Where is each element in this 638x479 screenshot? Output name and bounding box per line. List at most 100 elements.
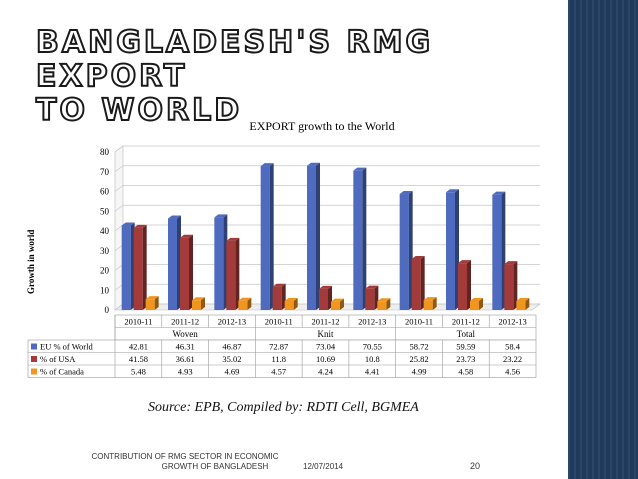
data-label: 73.04	[316, 342, 336, 352]
footer-caption-line-2: GROWTH OF BANGLADESH	[161, 462, 269, 471]
bar-side	[269, 163, 274, 310]
legend-swatch	[31, 356, 37, 362]
group-label: Knit	[317, 329, 334, 339]
bar	[399, 194, 409, 310]
bar-top	[353, 167, 367, 171]
bar	[423, 300, 433, 310]
bar	[133, 227, 143, 310]
bar	[470, 300, 479, 310]
x-tick-label: 2012-13	[218, 317, 246, 327]
data-label: 5.48	[131, 367, 146, 377]
x-tick-label: 2012-13	[498, 317, 526, 327]
bar-side	[247, 297, 252, 310]
y-tick-label: 80	[100, 147, 110, 157]
bar-top	[504, 261, 518, 265]
x-tick-label: 2010-11	[265, 317, 293, 327]
bar-top	[446, 189, 459, 193]
x-tick-label: 2011-12	[311, 317, 339, 327]
bar-side	[142, 224, 147, 310]
y-tick-label: 30	[100, 246, 110, 256]
bar	[504, 264, 514, 310]
y-tick-label: 60	[100, 187, 110, 197]
data-label: 4.56	[505, 367, 520, 377]
bar-top	[307, 162, 320, 166]
data-label: 4.99	[412, 367, 427, 377]
source-note: Source: EPB, Compiled by: RDTI Cell, BGM…	[148, 400, 419, 415]
bar	[192, 300, 201, 310]
bar-top	[238, 297, 252, 301]
bar	[214, 217, 224, 310]
legend-label: % of Canada	[40, 367, 84, 377]
y-tick-label: 70	[100, 167, 110, 177]
data-label: 4.41	[365, 367, 380, 377]
y-tick-label: 50	[100, 206, 110, 216]
bar	[411, 259, 421, 310]
bar-side	[479, 297, 483, 310]
bar-top	[121, 222, 135, 226]
bar-side	[235, 237, 240, 310]
footer-date: 12/07/2014	[303, 462, 344, 471]
x-tick-label: 2010-11	[124, 317, 152, 327]
bar-side	[293, 297, 298, 310]
gridline	[114, 165, 540, 173]
data-label: 4.58	[458, 367, 473, 377]
data-label: 58.4	[505, 342, 521, 352]
bar-side	[154, 296, 159, 310]
data-label: 72.87	[269, 342, 288, 352]
bar-top	[492, 191, 506, 195]
data-label: 23.22	[503, 354, 522, 364]
bar	[272, 286, 282, 310]
bar	[319, 288, 328, 310]
group-label: Woven	[173, 329, 199, 339]
bar-top	[192, 297, 205, 301]
table-body-box	[27, 339, 537, 378]
bar	[260, 166, 270, 310]
bar-top	[168, 215, 181, 219]
data-label: 4.57	[271, 367, 286, 377]
data-label: 58.72	[409, 342, 428, 352]
x-tick-label: 2010-11	[405, 317, 433, 327]
bar-top	[399, 191, 413, 195]
bar	[516, 300, 526, 310]
bar	[226, 240, 236, 310]
bar	[446, 192, 455, 310]
x-tick-label: 2011-12	[171, 317, 199, 327]
bar-top	[133, 224, 147, 228]
y-tick-label: 0	[105, 305, 110, 315]
data-label: 70.55	[363, 342, 382, 352]
x-tick-label: 2011-12	[452, 317, 480, 327]
data-label: 10.8	[365, 354, 380, 364]
data-label: 25.82	[409, 354, 428, 364]
y-tick-label: 10	[100, 285, 110, 295]
bar-side	[420, 256, 425, 310]
bar	[168, 218, 177, 310]
slide-title-line-1: BANGLADESH'S RMG EXPORT	[35, 25, 434, 95]
bar-side	[525, 297, 530, 310]
page-number: 20	[470, 461, 481, 471]
bar-top	[516, 297, 530, 301]
bar	[331, 301, 340, 310]
data-label: 41.58	[129, 354, 148, 364]
bar	[353, 170, 363, 310]
data-label: 23.73	[456, 354, 475, 364]
data-label: 42.81	[129, 342, 148, 352]
group-label: Total	[457, 329, 476, 339]
data-label: 4.24	[318, 367, 334, 377]
slide-title-line-2: TO WORLD	[35, 93, 243, 129]
bar-top	[319, 285, 332, 289]
bar-top	[411, 256, 425, 260]
decorative-side-strip	[568, 0, 638, 479]
x-tick-label: 2012-13	[358, 317, 386, 327]
legend-swatch	[31, 368, 37, 375]
bar-top	[331, 298, 344, 302]
data-label: 35.02	[222, 354, 241, 364]
bar-top	[470, 297, 483, 301]
bar-top	[214, 214, 228, 218]
bar	[458, 263, 467, 310]
bar-side	[432, 297, 437, 310]
bar	[377, 301, 387, 310]
bar	[121, 225, 131, 310]
slide-title: BANGLADESH'S RMG EXPORT TO WORLD	[35, 25, 556, 129]
data-label: 11.8	[271, 354, 286, 364]
bar	[365, 288, 375, 310]
